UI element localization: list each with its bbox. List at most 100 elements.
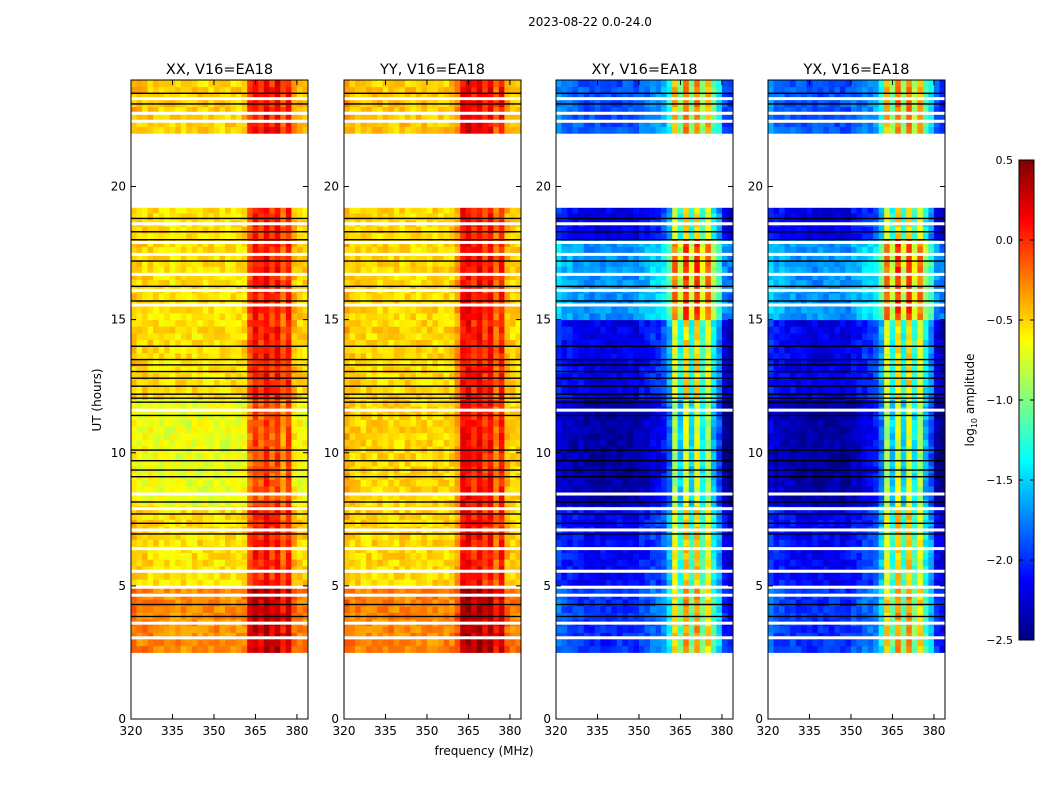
heatmap-cell [498,559,505,567]
heatmap-cell [438,439,444,447]
heatmap-cell [360,226,367,234]
heatmap-cell [449,386,455,394]
heatmap-cell [186,552,193,560]
dark-row [131,300,308,302]
heatmap-cell [142,306,148,314]
heatmap-cell [454,332,461,340]
heatmap-cell [230,346,237,354]
heatmap-cell [142,412,148,420]
heatmap-cell [263,332,270,340]
heatmap-cell [515,253,522,261]
heatmap-cell [225,346,231,354]
heatmap-cell [241,352,248,360]
heatmap-cell [247,313,254,321]
heatmap-cell [421,306,428,314]
heatmap-cell [236,632,242,640]
heatmap-cell [142,113,148,121]
heatmap-cell [158,632,165,640]
heatmap-cell [164,326,171,334]
heatmap-cell [263,313,270,321]
heatmap-cell [274,352,281,360]
heatmap-cell [399,352,406,360]
heatmap-cell [164,119,171,127]
heatmap-cell [296,632,303,640]
heatmap-cell [487,293,494,301]
heatmap-cell [186,559,193,567]
heatmap-cell [274,293,281,301]
heatmap-cell [360,273,367,281]
heatmap-cell [355,559,361,567]
heatmap-cell [427,559,433,567]
heatmap-cell [366,559,372,567]
heatmap-cell [438,233,444,241]
heatmap-cell [269,605,276,613]
heatmap-cell [393,539,400,547]
heatmap-cell [230,399,237,407]
heatmap-cell [432,332,439,340]
heatmap-cell [169,419,176,427]
heatmap-cell [158,512,165,520]
heatmap-cell [175,266,182,274]
heatmap-cell [258,86,265,94]
heatmap-cell [487,412,494,420]
heatmap-cell [415,532,422,540]
heatmap-cell [498,306,505,314]
heatmap-cell [504,293,511,301]
heatmap-cell [197,512,204,520]
heatmap-cell [344,585,350,593]
heatmap-cell [465,352,472,360]
heatmap-cell [509,439,516,447]
heatmap-cell [186,379,193,387]
heatmap-cell [371,326,378,334]
heatmap-cell [504,259,511,267]
heatmap-cell [263,492,270,500]
heatmap-cell [136,552,143,560]
heatmap-cell [371,625,378,633]
heatmap-cell [280,86,287,94]
heatmap-cell [360,645,367,653]
heatmap-cell [291,207,298,214]
heatmap-cell [208,246,215,254]
heatmap-cell [236,93,242,101]
heatmap-cell [225,366,231,374]
heatmap-cell [393,332,400,340]
heatmap-cell [371,579,378,587]
heatmap-cell [377,486,384,494]
heatmap-cell [482,339,489,347]
heatmap-cell [515,392,522,400]
heatmap-cell [280,313,287,321]
heatmap-cell [449,319,455,327]
heatmap-cell [504,266,511,274]
heatmap-cell [175,432,182,440]
heatmap-cell [438,639,444,647]
heatmap-cell [482,632,489,640]
heatmap-cell [465,93,472,101]
heatmap-cell [153,532,159,540]
heatmap-cell [393,299,400,307]
heatmap-cell [230,552,237,560]
heatmap-cell [219,599,226,607]
heatmap-cell [509,639,516,647]
heatmap-cell [252,632,259,640]
heatmap-cell [666,645,673,653]
heatmap-cell [186,86,193,94]
heatmap-cell [454,93,461,101]
heatmap-cell [153,632,159,640]
heatmap-cell [291,459,298,467]
heatmap-cell [482,392,489,400]
heatmap-cell [471,366,478,374]
heatmap-cell [355,419,361,427]
heatmap-cell [131,273,137,281]
heatmap-cell [258,479,265,487]
heatmap-cell [280,233,287,241]
heatmap-cell [164,93,171,101]
heatmap-cell [158,459,165,467]
heatmap-cell [377,86,384,94]
heatmap-cell [241,486,248,494]
heatmap-cell [438,412,444,420]
heatmap-cell [296,213,303,221]
heatmap-cell [349,645,356,653]
heatmap-cell [432,293,439,301]
heatmap-cell [208,306,215,314]
heatmap-cell [443,372,450,380]
